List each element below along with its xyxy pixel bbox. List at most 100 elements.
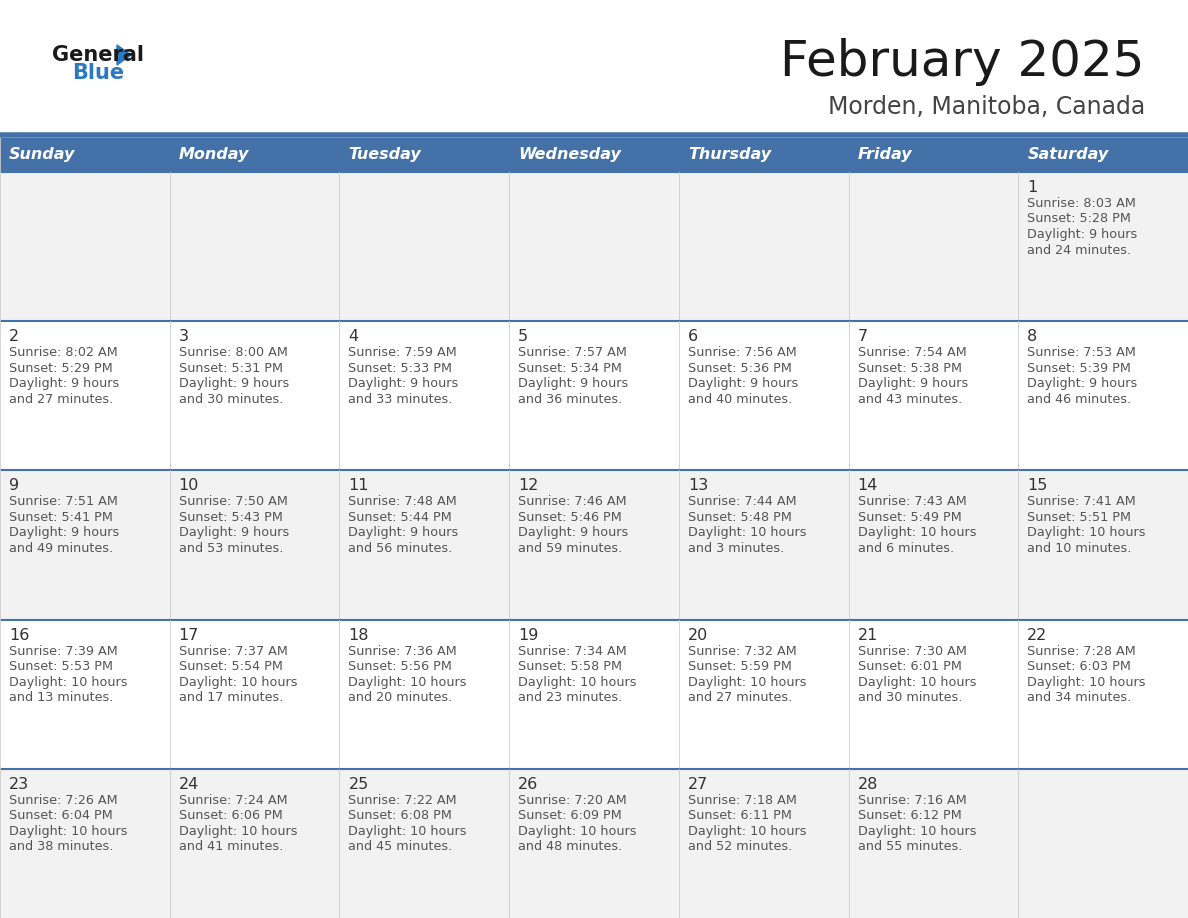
Bar: [0, 470, 170, 620]
Text: 26: 26: [518, 777, 538, 792]
Text: and 6 minutes.: and 6 minutes.: [858, 542, 954, 554]
Text: Sunrise: 7:41 AM: Sunrise: 7:41 AM: [1028, 496, 1136, 509]
Text: Sunrise: 7:54 AM: Sunrise: 7:54 AM: [858, 346, 966, 359]
Text: Sunset: 5:53 PM: Sunset: 5:53 PM: [10, 660, 113, 673]
Text: and 41 minutes.: and 41 minutes.: [178, 840, 283, 854]
Text: 7: 7: [858, 330, 867, 344]
Bar: [0, 172, 170, 321]
Bar: [848, 768, 1018, 918]
Text: Daylight: 10 hours: Daylight: 10 hours: [518, 676, 637, 688]
Text: 3: 3: [178, 330, 189, 344]
Text: 12: 12: [518, 478, 538, 493]
Text: Daylight: 10 hours: Daylight: 10 hours: [348, 824, 467, 838]
Text: and 30 minutes.: and 30 minutes.: [178, 393, 283, 406]
Text: and 24 minutes.: and 24 minutes.: [1028, 243, 1131, 256]
Bar: [0, 321, 170, 470]
Text: Morden, Manitoba, Canada: Morden, Manitoba, Canada: [828, 95, 1145, 119]
Text: and 49 minutes.: and 49 minutes.: [10, 542, 113, 554]
Text: and 34 minutes.: and 34 minutes.: [1028, 691, 1131, 704]
Text: and 52 minutes.: and 52 minutes.: [688, 840, 792, 854]
Text: Daylight: 9 hours: Daylight: 9 hours: [518, 377, 628, 390]
Text: 18: 18: [348, 628, 369, 643]
Text: Sunset: 5:51 PM: Sunset: 5:51 PM: [1028, 511, 1131, 524]
Bar: [510, 470, 678, 620]
Text: and 10 minutes.: and 10 minutes.: [1028, 542, 1132, 554]
Text: Sunrise: 7:24 AM: Sunrise: 7:24 AM: [178, 794, 287, 807]
Bar: [678, 321, 848, 470]
Text: Sunrise: 7:53 AM: Sunrise: 7:53 AM: [1028, 346, 1136, 359]
Text: and 23 minutes.: and 23 minutes.: [518, 691, 623, 704]
Bar: [170, 321, 340, 470]
Text: and 27 minutes.: and 27 minutes.: [688, 691, 792, 704]
Text: and 3 minutes.: and 3 minutes.: [688, 542, 784, 554]
Text: Sunset: 5:39 PM: Sunset: 5:39 PM: [1028, 362, 1131, 375]
Text: 15: 15: [1028, 478, 1048, 493]
Text: Daylight: 9 hours: Daylight: 9 hours: [178, 526, 289, 540]
Bar: [340, 470, 510, 620]
Bar: [1018, 768, 1188, 918]
Bar: [848, 470, 1018, 620]
Bar: [1018, 138, 1188, 172]
Text: Daylight: 9 hours: Daylight: 9 hours: [858, 377, 968, 390]
Text: Sunset: 5:43 PM: Sunset: 5:43 PM: [178, 511, 283, 524]
Text: 1: 1: [1028, 180, 1037, 195]
Bar: [1018, 321, 1188, 470]
Text: Sunrise: 8:00 AM: Sunrise: 8:00 AM: [178, 346, 287, 359]
Text: Daylight: 10 hours: Daylight: 10 hours: [688, 676, 807, 688]
Text: Daylight: 10 hours: Daylight: 10 hours: [688, 824, 807, 838]
Text: and 46 minutes.: and 46 minutes.: [1028, 393, 1131, 406]
Bar: [848, 620, 1018, 768]
Text: 20: 20: [688, 628, 708, 643]
Bar: [510, 620, 678, 768]
Text: Daylight: 10 hours: Daylight: 10 hours: [1028, 676, 1145, 688]
Text: Daylight: 9 hours: Daylight: 9 hours: [348, 377, 459, 390]
Text: and 53 minutes.: and 53 minutes.: [178, 542, 283, 554]
Text: and 36 minutes.: and 36 minutes.: [518, 393, 623, 406]
Text: Daylight: 10 hours: Daylight: 10 hours: [858, 824, 977, 838]
Text: Daylight: 10 hours: Daylight: 10 hours: [688, 526, 807, 540]
Text: and 56 minutes.: and 56 minutes.: [348, 542, 453, 554]
Text: Sunrise: 7:32 AM: Sunrise: 7:32 AM: [688, 644, 797, 657]
Text: Sunrise: 8:03 AM: Sunrise: 8:03 AM: [1028, 197, 1136, 210]
Text: Daylight: 10 hours: Daylight: 10 hours: [10, 824, 127, 838]
Text: Sunrise: 7:39 AM: Sunrise: 7:39 AM: [10, 644, 118, 657]
Text: 11: 11: [348, 478, 369, 493]
Text: and 13 minutes.: and 13 minutes.: [10, 691, 113, 704]
Text: Sunset: 6:09 PM: Sunset: 6:09 PM: [518, 810, 621, 823]
Text: 4: 4: [348, 330, 359, 344]
Text: and 59 minutes.: and 59 minutes.: [518, 542, 623, 554]
Bar: [848, 138, 1018, 172]
Text: Sunset: 5:29 PM: Sunset: 5:29 PM: [10, 362, 113, 375]
Text: Monday: Monday: [178, 148, 249, 162]
Text: Daylight: 9 hours: Daylight: 9 hours: [1028, 377, 1138, 390]
Text: Daylight: 10 hours: Daylight: 10 hours: [858, 526, 977, 540]
Bar: [340, 768, 510, 918]
Text: Sunset: 5:48 PM: Sunset: 5:48 PM: [688, 511, 791, 524]
Text: Sunset: 5:59 PM: Sunset: 5:59 PM: [688, 660, 791, 673]
Text: Daylight: 10 hours: Daylight: 10 hours: [10, 676, 127, 688]
Text: Sunset: 6:08 PM: Sunset: 6:08 PM: [348, 810, 453, 823]
Bar: [170, 138, 340, 172]
Bar: [0, 768, 170, 918]
Text: and 43 minutes.: and 43 minutes.: [858, 393, 962, 406]
Text: Sunrise: 7:18 AM: Sunrise: 7:18 AM: [688, 794, 797, 807]
Text: Daylight: 9 hours: Daylight: 9 hours: [518, 526, 628, 540]
Text: Sunset: 5:38 PM: Sunset: 5:38 PM: [858, 362, 961, 375]
Text: Daylight: 9 hours: Daylight: 9 hours: [10, 377, 119, 390]
Text: Sunrise: 7:56 AM: Sunrise: 7:56 AM: [688, 346, 797, 359]
Text: Daylight: 9 hours: Daylight: 9 hours: [688, 377, 798, 390]
Bar: [170, 620, 340, 768]
Bar: [0, 620, 170, 768]
Text: Daylight: 9 hours: Daylight: 9 hours: [348, 526, 459, 540]
Text: Sunset: 5:54 PM: Sunset: 5:54 PM: [178, 660, 283, 673]
Text: and 38 minutes.: and 38 minutes.: [10, 840, 113, 854]
Bar: [340, 620, 510, 768]
Bar: [678, 470, 848, 620]
Text: 23: 23: [10, 777, 30, 792]
Bar: [340, 172, 510, 321]
Text: Friday: Friday: [858, 148, 912, 162]
Text: Sunrise: 7:36 AM: Sunrise: 7:36 AM: [348, 644, 457, 657]
Text: Sunrise: 7:16 AM: Sunrise: 7:16 AM: [858, 794, 966, 807]
Text: 2: 2: [10, 330, 19, 344]
Bar: [510, 768, 678, 918]
